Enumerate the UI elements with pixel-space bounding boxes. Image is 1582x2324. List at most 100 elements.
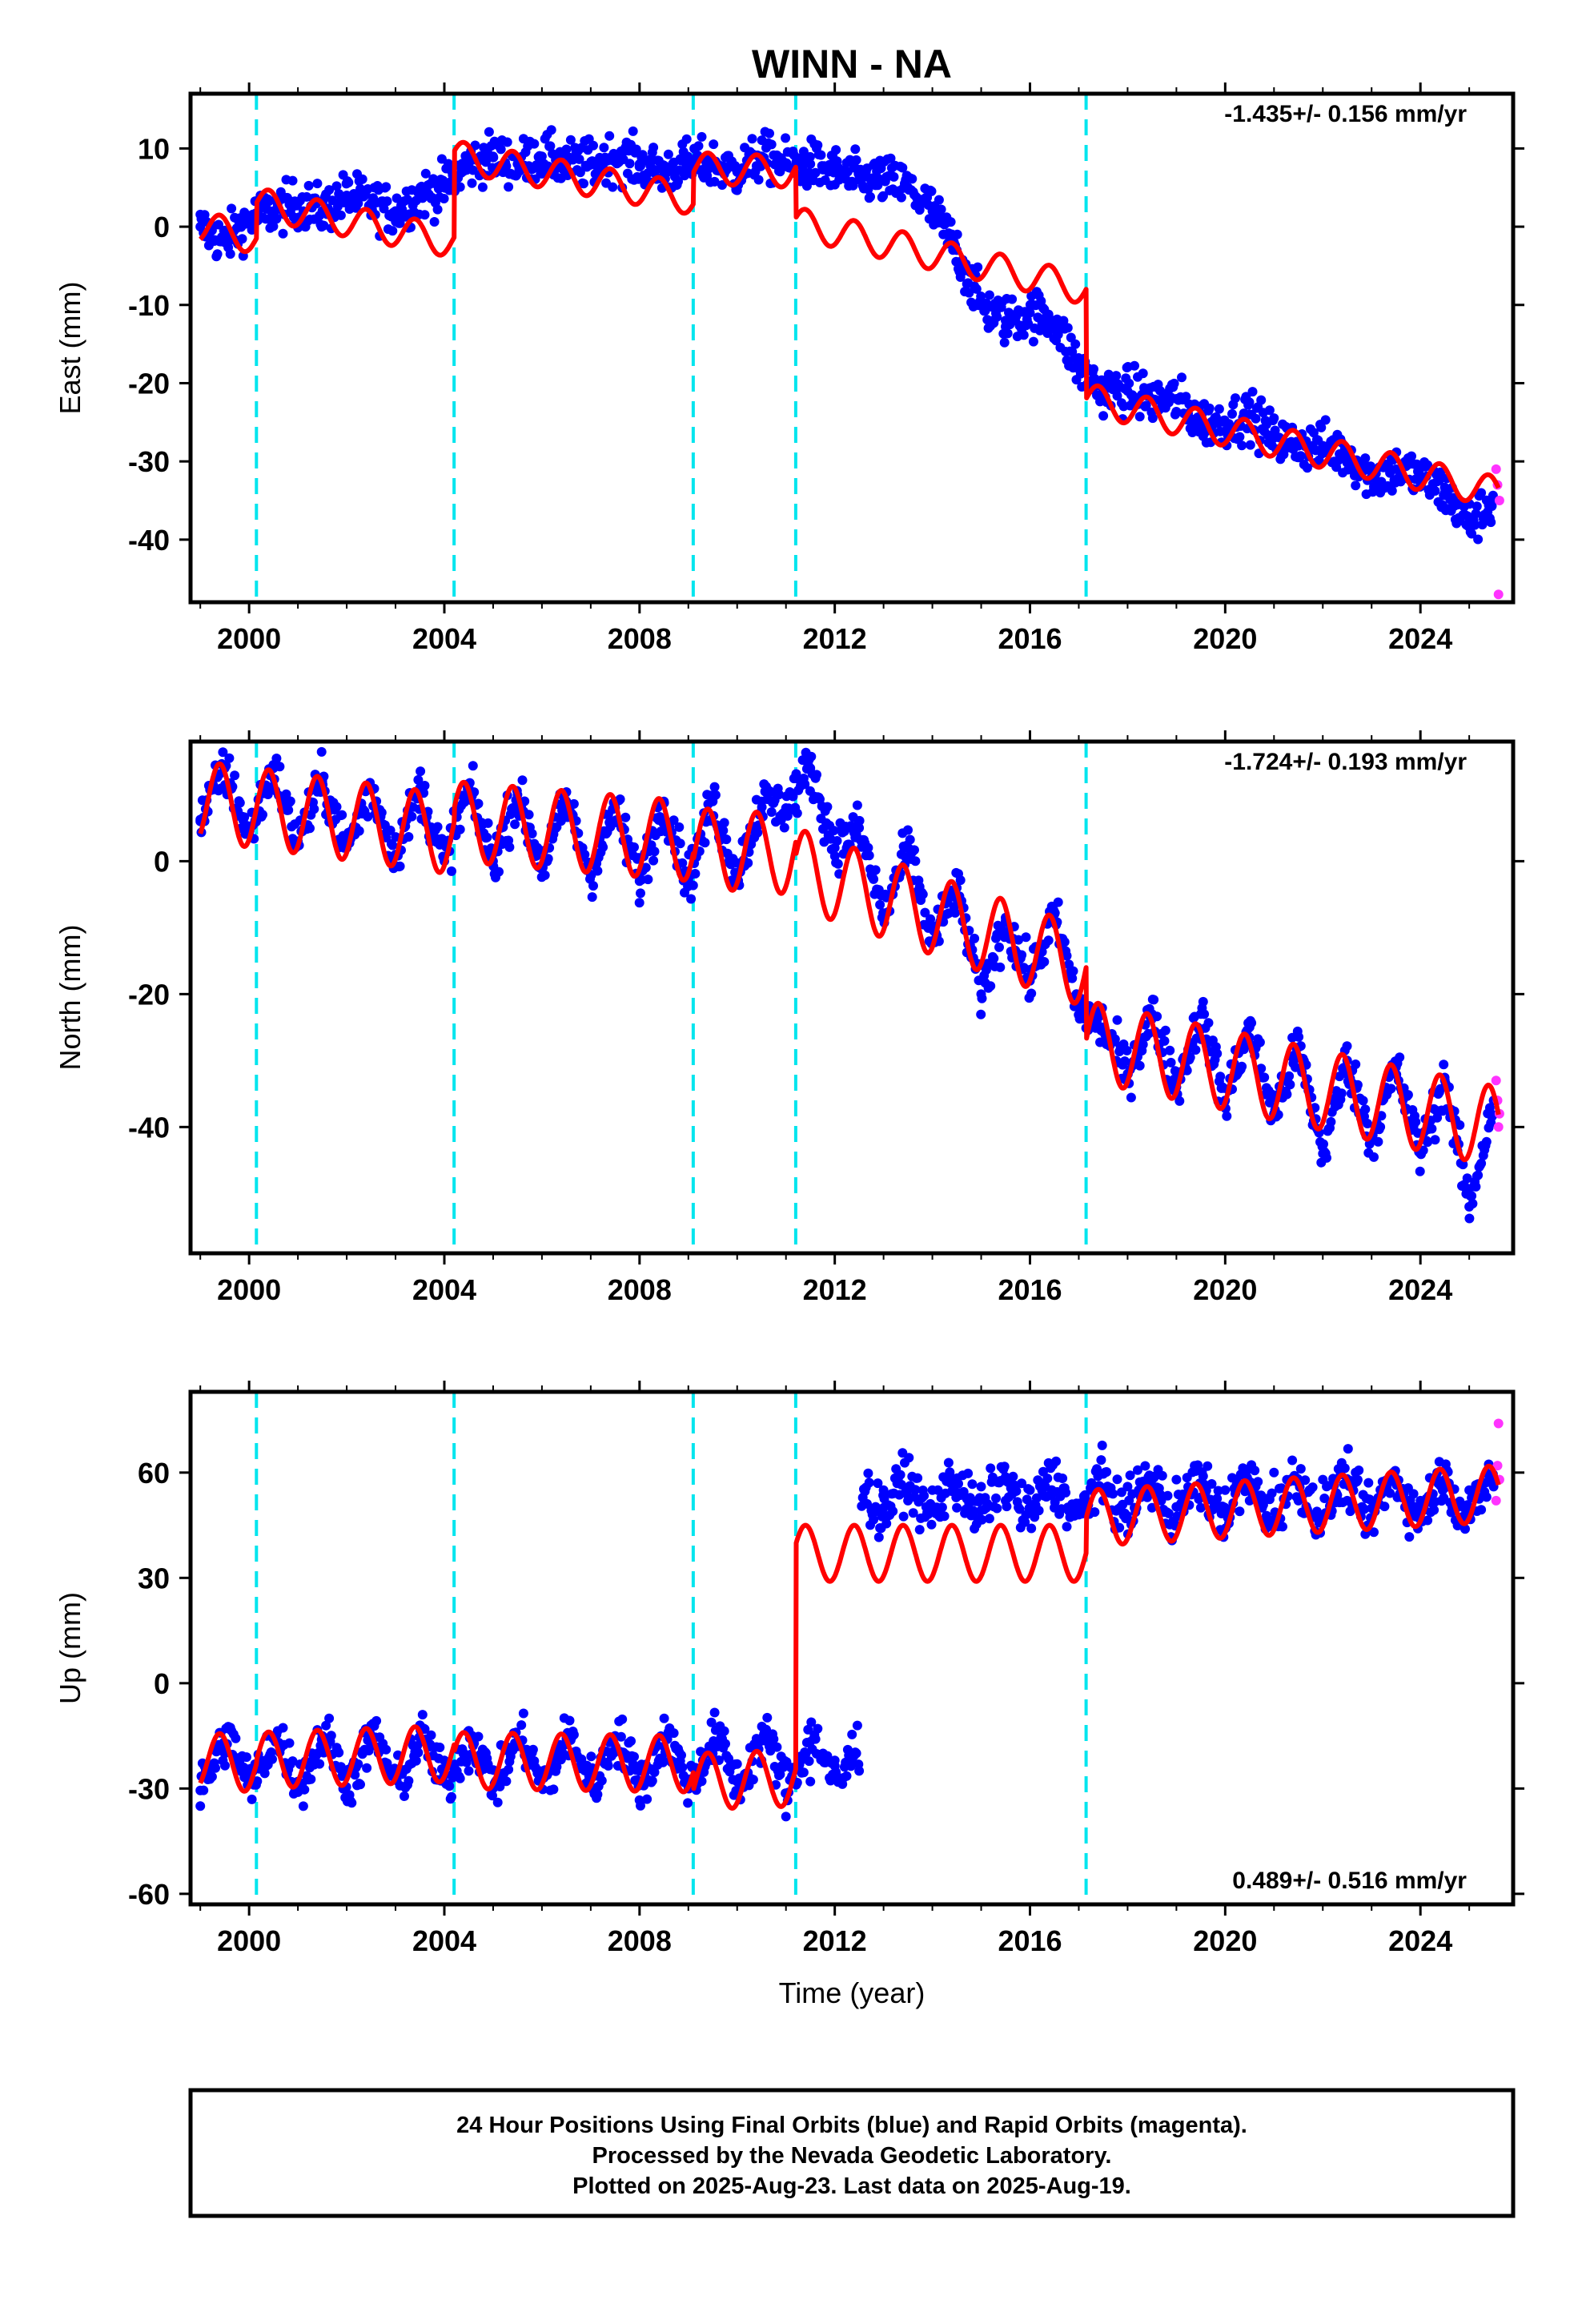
final-orbit-point — [432, 822, 443, 832]
final-orbit-point — [488, 151, 498, 162]
final-orbit-point — [1022, 1494, 1032, 1505]
final-orbit-point — [1125, 1470, 1135, 1481]
final-orbit-point — [596, 1775, 607, 1786]
final-orbit-point — [903, 1495, 913, 1506]
final-orbit-point — [284, 1738, 295, 1748]
final-orbit-point — [1351, 480, 1361, 491]
final-orbit-point — [546, 125, 556, 135]
final-orbit-point — [946, 217, 956, 227]
final-orbit-point — [851, 1748, 861, 1759]
final-orbit-point — [464, 159, 474, 169]
east-panel: 2000 2004 2008 2012 2016 2020 2024 -40 -30 -20 -10… — [54, 82, 1524, 655]
final-orbit-point — [1439, 1059, 1449, 1070]
final-orbit-point — [829, 1755, 840, 1766]
final-orbit-point — [516, 1720, 527, 1731]
final-orbit-point — [1429, 1505, 1439, 1515]
final-orbit-point — [1360, 453, 1371, 464]
final-orbit-point — [391, 193, 402, 203]
final-orbit-point — [496, 144, 506, 155]
final-orbit-point — [805, 159, 816, 169]
final-orbit-point — [610, 151, 620, 162]
final-orbit-point — [937, 1502, 947, 1513]
plot-frame — [188, 91, 1516, 605]
final-orbit-point — [395, 861, 405, 871]
model-line — [198, 1463, 1501, 1811]
final-orbit-point — [439, 194, 449, 203]
final-orbit-point — [1096, 1455, 1106, 1466]
final-orbit-point — [347, 1798, 357, 1808]
final-orbit-point — [1386, 1084, 1396, 1094]
final-orbit-point — [1231, 393, 1240, 404]
final-orbit-point — [732, 1759, 742, 1769]
final-orbit-point — [1008, 1471, 1018, 1482]
final-orbit-point — [1415, 1166, 1425, 1176]
y-tick-label: -40 — [128, 1111, 170, 1144]
final-orbit-point — [579, 179, 588, 189]
final-orbit-point — [1092, 1464, 1102, 1474]
final-orbit-point — [989, 953, 999, 963]
final-orbit-point — [1237, 440, 1247, 451]
final-orbit-point — [315, 1759, 325, 1769]
final-orbit-point — [492, 1797, 503, 1807]
plot-frame — [188, 739, 1516, 1256]
final-orbit-point — [1212, 1048, 1223, 1059]
final-orbit-point — [649, 1767, 660, 1777]
final-orbit-point — [231, 1733, 241, 1743]
final-orbit-point — [1462, 1500, 1472, 1510]
final-orbit-point — [293, 198, 303, 208]
final-orbit-point — [896, 192, 906, 203]
final-orbit-point — [455, 182, 465, 192]
final-orbit-point — [1026, 988, 1037, 999]
final-orbit-point — [898, 1511, 909, 1522]
final-orbit-point — [1165, 1045, 1175, 1055]
final-orbit-point — [766, 139, 777, 150]
final-orbit-point — [447, 866, 456, 876]
final-orbit-point — [954, 1478, 963, 1489]
final-orbit-point — [629, 842, 639, 852]
final-orbit-point — [1476, 1505, 1487, 1515]
final-orbit-point — [1061, 1487, 1071, 1498]
final-orbit-point — [382, 196, 392, 207]
final-orbit-point — [869, 874, 879, 884]
final-orbit-point — [1473, 1170, 1484, 1180]
final-orbit-point — [435, 1743, 445, 1752]
final-orbit-point — [588, 140, 598, 151]
final-orbit-point — [1017, 1478, 1027, 1489]
final-orbit-point — [432, 204, 443, 215]
final-orbit-point — [420, 210, 430, 220]
final-orbit-point — [1326, 1116, 1336, 1127]
final-orbit-point — [1471, 1181, 1481, 1192]
final-orbit-point — [502, 137, 512, 147]
final-orbit-point — [765, 128, 774, 139]
final-orbit-point — [1122, 1510, 1132, 1521]
final-orbit-point — [362, 1763, 372, 1773]
final-orbit-point — [1473, 534, 1484, 545]
final-orbit-point — [863, 1468, 873, 1478]
final-orbit-point — [992, 312, 1002, 322]
final-orbit-point — [634, 898, 644, 908]
final-orbit-point — [810, 167, 821, 178]
final-orbit-point — [1222, 1111, 1232, 1121]
x-tick-label: 2012 — [803, 1924, 867, 1957]
final-orbit-point — [805, 763, 816, 774]
final-orbit-point — [881, 1518, 892, 1529]
final-orbit-point — [934, 195, 944, 205]
final-orbit-point — [278, 228, 288, 239]
final-orbit-point — [973, 262, 983, 272]
final-orbit-point — [1034, 1506, 1044, 1516]
final-orbit-point — [774, 790, 784, 800]
final-orbit-point — [1342, 1041, 1352, 1051]
plot-frame — [188, 1389, 1516, 1907]
final-orbit-point — [1025, 1485, 1035, 1495]
final-orbit-point — [721, 834, 732, 845]
final-orbit-point — [1059, 937, 1070, 947]
final-orbit-point — [927, 1485, 938, 1495]
final-orbit-point — [1269, 432, 1279, 443]
final-orbit-point — [885, 153, 896, 163]
final-orbit-point — [717, 180, 727, 190]
final-orbit-point — [1408, 1489, 1419, 1499]
final-orbit-point — [1051, 1456, 1062, 1466]
final-orbit-point — [878, 175, 889, 185]
final-orbit-point — [864, 1478, 874, 1488]
final-orbit-point — [366, 198, 376, 208]
